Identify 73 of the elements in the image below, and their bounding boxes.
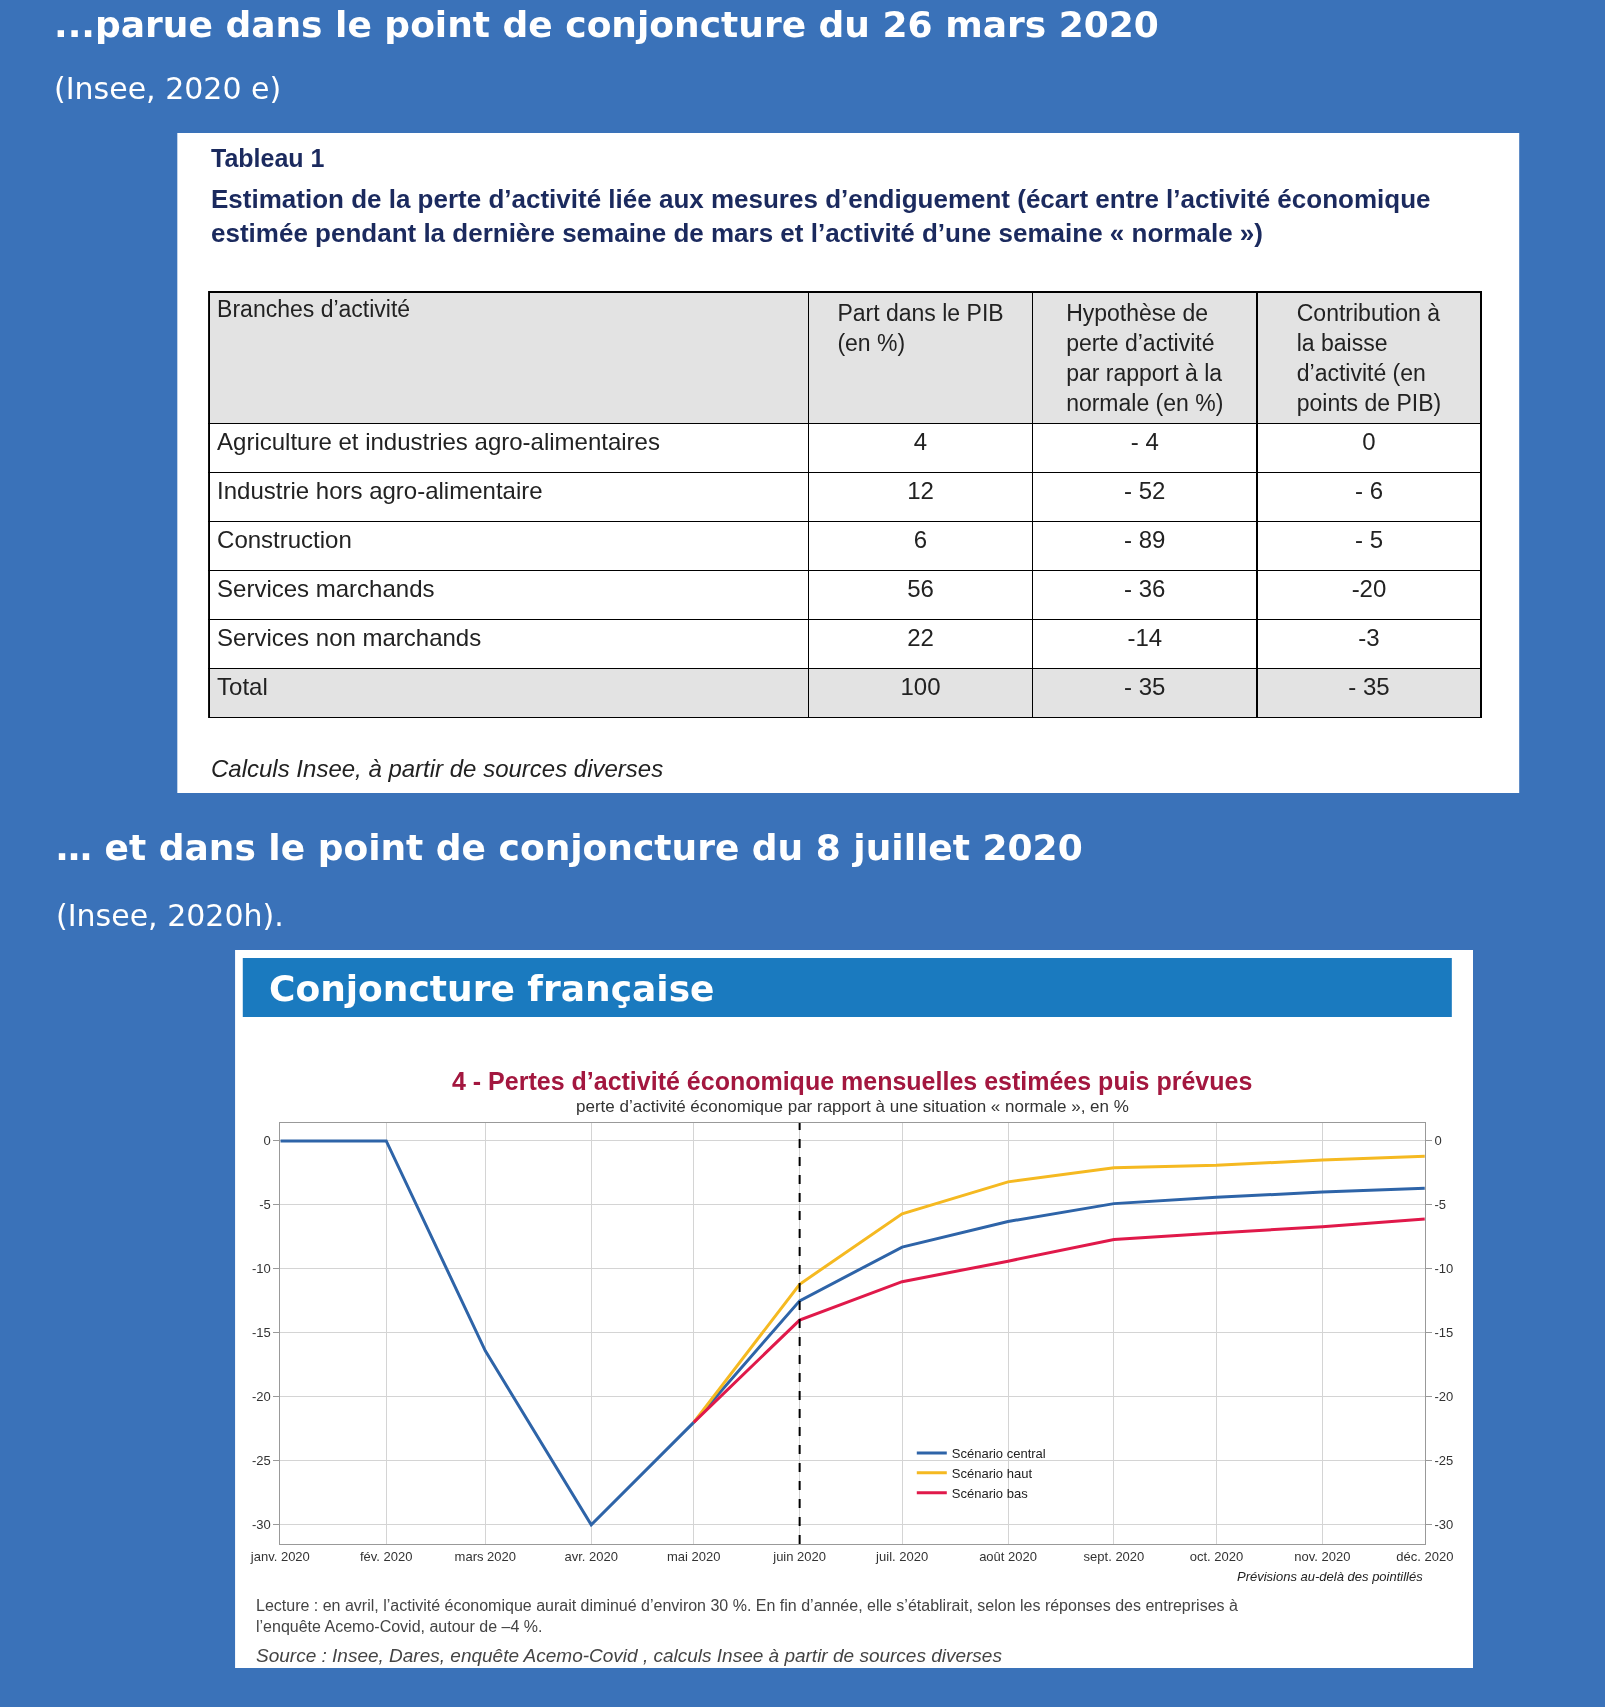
line-series xyxy=(280,1139,1425,1527)
y2-tick-label: -25 xyxy=(1434,1453,1454,1469)
x-tick-label: nov. 2020 xyxy=(1294,1548,1351,1564)
text: Lecture : en avril, l’activité économique aurait diminué d’environ 30 %. En fin d’année, elle s’établirait, selon les réponses des entreprises à l’enquête Acemo-Covid, autour de –4 %. xyxy=(256,1597,1238,1635)
text: Estimation de la perte d’activité liée aux mesures d’endiguement (écart entre l’activité économique estimée pendant la dernière semaine de mars et l’activité d’une semaine « normale ») xyxy=(211,184,1431,248)
category-label: Total xyxy=(217,672,268,700)
y-tick-label: -30 xyxy=(251,1517,271,1533)
text: -3 xyxy=(1358,623,1380,651)
category-label: Hypothèse de perte d’activité par rapport à la normale (en %) xyxy=(1066,300,1224,416)
text: - 35 xyxy=(1124,672,1166,700)
text: 12 xyxy=(907,476,934,504)
line-series xyxy=(692,1154,1425,1424)
x-tick-label: juin 2020 xyxy=(772,1548,827,1564)
text: -20 xyxy=(1351,574,1387,602)
y2-tick-label: -15 xyxy=(1434,1325,1454,1341)
chart-subtitle: perte d’activité économique par rapport à une situation « normale », en % xyxy=(576,1097,1129,1116)
x-tick-label: mai 2020 xyxy=(666,1548,721,1564)
text: 100 xyxy=(900,672,941,700)
x-tick-label: juil. 2020 xyxy=(875,1548,929,1564)
category-label: Services non marchands xyxy=(217,623,482,651)
y-tick-label: -25 xyxy=(251,1453,271,1469)
text: (Insee, 2020h). xyxy=(56,898,284,933)
source-note: Source : Insee, Dares, enquête Acemo-Covid , calculs Insee à partir de sources diverses xyxy=(256,1645,1003,1666)
y-tick-label: -20 xyxy=(251,1389,271,1405)
y-tick-label: -15 xyxy=(251,1325,271,1341)
text: - 35 xyxy=(1348,672,1390,700)
x-tick-label: août 2020 xyxy=(979,1548,1037,1564)
text: - 6 xyxy=(1354,476,1383,504)
text: 22 xyxy=(907,623,934,651)
legend-label: Scénario haut xyxy=(951,1465,1033,1481)
category-label: Services marchands xyxy=(217,574,435,602)
text: Branches d’activité xyxy=(217,296,411,323)
y2-tick-label: -30 xyxy=(1434,1517,1454,1533)
line-series xyxy=(692,1217,1425,1424)
chart-title: 4 - Pertes d’activité économique mensuelles estimées puis prévues xyxy=(452,1067,1253,1095)
text: (Insee, 2020 e) xyxy=(54,71,282,106)
y2-tick-label: -20 xyxy=(1434,1389,1454,1405)
y-tick-label: 0 xyxy=(263,1133,271,1149)
text: 0 xyxy=(1362,427,1376,455)
text: -14 xyxy=(1127,623,1163,651)
x-tick-label: janv. 2020 xyxy=(249,1548,310,1564)
y2-tick-label: -5 xyxy=(1434,1197,1447,1213)
y2-tick-label: -10 xyxy=(1434,1261,1454,1277)
category-label: Construction xyxy=(217,525,352,553)
y2-tick-label: 0 xyxy=(1434,1133,1442,1149)
category-label: Part dans le PIB (en %) xyxy=(837,300,1004,356)
text: - 5 xyxy=(1354,525,1383,553)
y-tick-label: -5 xyxy=(259,1197,271,1213)
text: ...parue dans le point de conjoncture du 26 mars 2020 xyxy=(54,4,1159,45)
text: - 4 xyxy=(1130,427,1159,455)
text: 6 xyxy=(913,525,928,553)
text: - 36 xyxy=(1124,574,1166,602)
text: Conjoncture française xyxy=(269,968,715,1009)
x-tick-label: déc. 2020 xyxy=(1396,1548,1454,1564)
text: Tableau 1 xyxy=(211,144,325,172)
text: … et dans le point de conjoncture du 8 juillet 2020 xyxy=(56,827,1083,868)
legend-label: Scénario central xyxy=(951,1446,1046,1462)
x-tick-label: oct. 2020 xyxy=(1189,1548,1244,1564)
x-tick-label: sept. 2020 xyxy=(1083,1548,1145,1564)
category-label: Agriculture et industries agro-alimentaires xyxy=(217,427,660,455)
text: - 89 xyxy=(1124,525,1166,553)
text: Prévisions au-delà des pointillés xyxy=(1237,1569,1424,1584)
category-label: Industrie hors agro-alimentaire xyxy=(217,476,543,504)
category-label: Contribution à la baisse d’activité (en points de PIB) xyxy=(1296,300,1442,416)
text: Calculs Insee, à partir de sources diverses xyxy=(211,755,664,782)
text: 4 xyxy=(913,427,928,455)
x-tick-label: avr. 2020 xyxy=(564,1548,618,1564)
text: - 52 xyxy=(1124,476,1166,504)
x-tick-label: mars 2020 xyxy=(454,1548,517,1564)
y-tick-label: -10 xyxy=(251,1261,271,1277)
text: 56 xyxy=(907,574,934,602)
legend-label: Scénario bas xyxy=(951,1485,1029,1501)
x-tick-label: fév. 2020 xyxy=(359,1548,413,1564)
